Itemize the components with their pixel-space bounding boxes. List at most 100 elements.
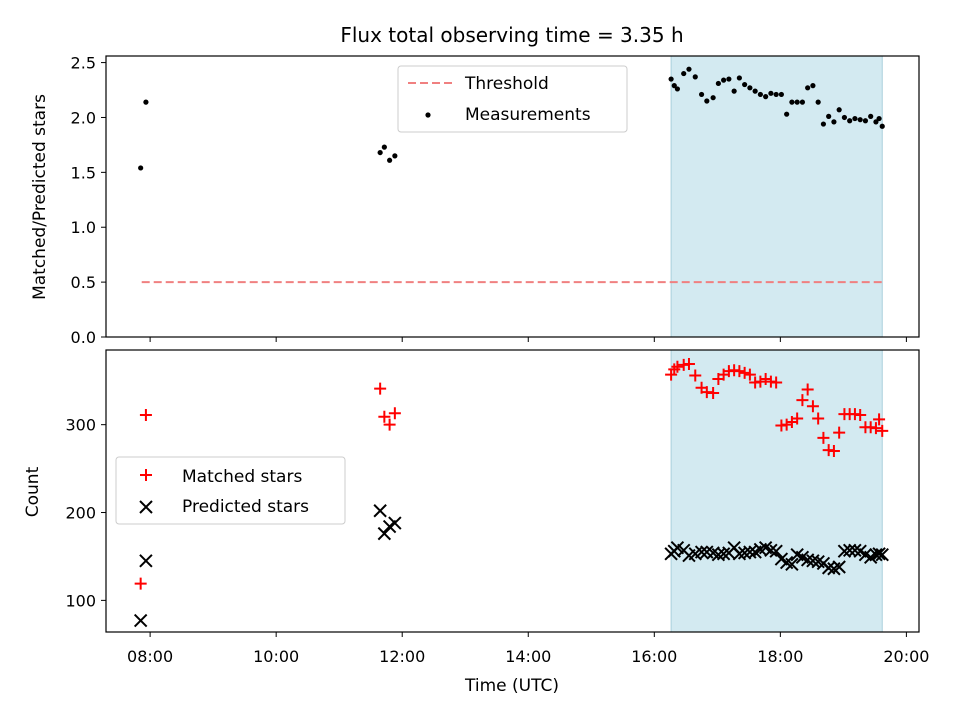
panel-ratio-frame (105, 55, 920, 338)
measurements-point (778, 91, 784, 98)
predicted-stars-point (848, 543, 862, 558)
predicted-stars-point (842, 543, 857, 558)
panel-ratio-xticks (149, 337, 907, 342)
panel-ratio-ylabel: Matched/Predicted stars (30, 94, 50, 300)
x-tick-label: 08:00 (127, 647, 173, 666)
matched-stars-point (869, 422, 882, 435)
panel-counts-legend: Matched stars Predicted stars (115, 456, 346, 525)
measurements-point (879, 123, 885, 129)
predicted-stars-point (785, 557, 799, 572)
panel-counts-yticks: 100 200 300 (65, 416, 106, 610)
measurements-point (721, 77, 727, 83)
matched-stars-point (374, 382, 387, 395)
measurements-point (857, 117, 863, 123)
predicted-stars-point (869, 547, 883, 562)
matched-stars-point (759, 372, 772, 385)
legend-predicted-label: Predicted stars (182, 497, 309, 517)
measurements-point (841, 114, 848, 121)
legend-matched-swatch (140, 469, 152, 481)
matched-stars-point (707, 387, 720, 400)
measurements-point (731, 88, 737, 94)
y-tick-label: 200 (65, 504, 96, 523)
y-tick-label: 1.0 (71, 218, 96, 237)
measurements-point (815, 99, 821, 105)
matched-stars-point (388, 407, 401, 420)
matched-stars-point (854, 409, 867, 422)
y-tick-label: 2.5 (71, 54, 96, 73)
panel-counts: 100 200 300 08:00 10:00 12:00 14:00 16:00 18:00… (23, 349, 929, 696)
measurements-point (698, 91, 705, 98)
matched-stars-point (770, 376, 783, 389)
measurements-point (826, 113, 832, 119)
matched-stars-point (827, 445, 840, 458)
measurements-point (726, 76, 732, 82)
measurements-point (789, 99, 795, 105)
legend-measurements-swatch (425, 112, 431, 118)
x-tick-label: 20:00 (883, 647, 929, 666)
panel-ratio: 0.0 0.5 1.0 1.5 2.0 2.5 Matched/Predicted sta… (30, 54, 920, 347)
measurements-point (742, 81, 748, 88)
measurements-point (799, 99, 806, 105)
measurements-point (794, 99, 800, 105)
matched-stars-point (383, 418, 396, 431)
x-tick-label: 14:00 (505, 647, 551, 666)
matched-stars-point (378, 410, 391, 423)
panel-counts-plot (133, 358, 889, 628)
panel-counts-ylabel: Count (23, 466, 43, 517)
predicted-stars-point (821, 561, 836, 575)
measurements-point (704, 98, 710, 104)
panel-counts-xticks: 08:00 10:00 12:00 14:00 16:00 18:00 20:00 (127, 632, 929, 666)
measurements-point (873, 119, 879, 125)
matched-stars-point (689, 369, 702, 382)
measurements-point (381, 144, 387, 150)
legend-frame (397, 65, 628, 133)
measurements-point (692, 74, 698, 80)
predicted-stars-point (737, 546, 752, 560)
measurements-point (747, 85, 753, 91)
matched-stars-point (806, 400, 819, 413)
measurements-point (686, 66, 692, 72)
measurements-point (710, 95, 716, 101)
predicted-stars-point (769, 544, 783, 558)
measurements-point (810, 83, 816, 89)
y-tick-label: 1.5 (71, 163, 96, 182)
measurements-point (757, 91, 763, 98)
predicted-stars-point (373, 504, 387, 518)
x-tick-label: 10:00 (253, 647, 299, 666)
matched-stars-point (801, 383, 814, 396)
measurements-point (752, 88, 758, 94)
predicted-stars-point (872, 547, 886, 561)
predicted-stars-point (388, 516, 402, 530)
panel-ratio-yticks: 0.0 0.5 1.0 1.5 2.0 2.5 (71, 54, 106, 347)
panel-counts-frame (105, 349, 920, 633)
measurements-point (681, 70, 687, 77)
measurements-point (387, 157, 393, 163)
x-tick-label: 18:00 (757, 647, 803, 666)
legend-matched-label: Matched stars (182, 467, 302, 487)
y-tick-label: 100 (65, 591, 96, 610)
matched-stars-point (743, 368, 756, 381)
matched-stars-point (833, 426, 846, 439)
predicted-stars-point (139, 554, 153, 568)
measurements-point (392, 153, 398, 159)
x-axis-label: Time (UTC) (464, 676, 559, 696)
measurements-point (831, 119, 837, 125)
measurements-point (377, 149, 383, 156)
predicted-stars-point (764, 543, 778, 558)
measurements-point (876, 115, 882, 122)
matched-stars-point (139, 409, 152, 422)
matched-stars-point (780, 418, 793, 431)
y-tick-label: 0.0 (71, 328, 96, 347)
measurements-point (852, 115, 858, 122)
measurements-point (763, 94, 769, 100)
x-tick-label: 12:00 (379, 647, 425, 666)
legend-measurements-label: Measurements (465, 105, 591, 125)
predicted-stars-point (133, 613, 148, 628)
matched-stars-point (754, 375, 767, 388)
matched-stars-point (817, 431, 830, 444)
predicted-stars-point (837, 544, 852, 558)
matched-stars-point (791, 412, 804, 425)
measurements-point (805, 85, 811, 91)
y-tick-label: 300 (65, 416, 96, 435)
